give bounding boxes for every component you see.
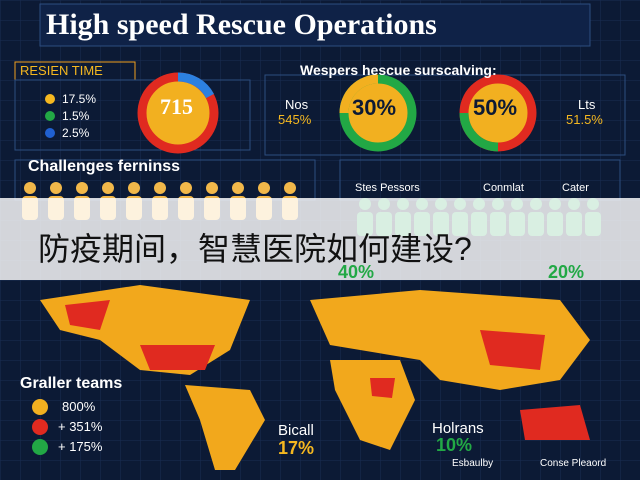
banner bbox=[0, 198, 640, 280]
region-label: Holrans bbox=[432, 420, 484, 437]
value: 40% bbox=[338, 262, 375, 282]
team-value: + 351% bbox=[58, 419, 103, 434]
title-box bbox=[39, 3, 591, 47]
icon-label: Stes Pessors bbox=[355, 182, 420, 194]
team-value: + 175% bbox=[58, 439, 103, 454]
value: 20% bbox=[548, 262, 585, 282]
donut-value: 30% bbox=[352, 95, 397, 120]
title: High speed Rescue Operations bbox=[46, 8, 437, 41]
footer-item: Conse Pleaord bbox=[540, 458, 607, 469]
label: Lts bbox=[578, 97, 596, 112]
donut-value: 50% bbox=[473, 95, 518, 120]
dot bbox=[45, 94, 55, 104]
label: RESIEN TIME bbox=[20, 63, 103, 78]
legend-item: 2.5% bbox=[62, 126, 90, 140]
label: Nos bbox=[285, 97, 309, 112]
dot bbox=[45, 111, 55, 121]
section-title: Graller teams bbox=[20, 375, 123, 392]
icon-label: Cater bbox=[562, 182, 589, 194]
legend-item: 1.5% bbox=[62, 109, 90, 123]
region-value: 10% bbox=[436, 435, 473, 455]
banner-text: 防疫期间，智慧医院如何建设? bbox=[38, 231, 472, 267]
footer-item: Esbaulby bbox=[452, 458, 494, 469]
icon-label: Conmlat bbox=[483, 182, 524, 194]
section-title: Challenges ferninss bbox=[28, 158, 181, 175]
team-value: 800% bbox=[62, 399, 96, 414]
dot bbox=[45, 128, 55, 138]
donut-arc bbox=[177, 72, 214, 99]
value: 51.5% bbox=[566, 112, 603, 127]
panel bbox=[14, 79, 251, 151]
value: 545% bbox=[278, 112, 312, 127]
legend-item: 17.5% bbox=[62, 92, 97, 106]
panel bbox=[264, 74, 626, 156]
donut-value: 715 bbox=[160, 94, 193, 119]
section-title: Wespers hescue surscalving: bbox=[300, 62, 497, 78]
region-value: 17% bbox=[278, 438, 315, 458]
region-label: Bicall bbox=[278, 422, 314, 439]
world-map bbox=[32, 285, 590, 470]
donut-arc bbox=[339, 74, 379, 114]
donut-arc bbox=[459, 112, 499, 152]
